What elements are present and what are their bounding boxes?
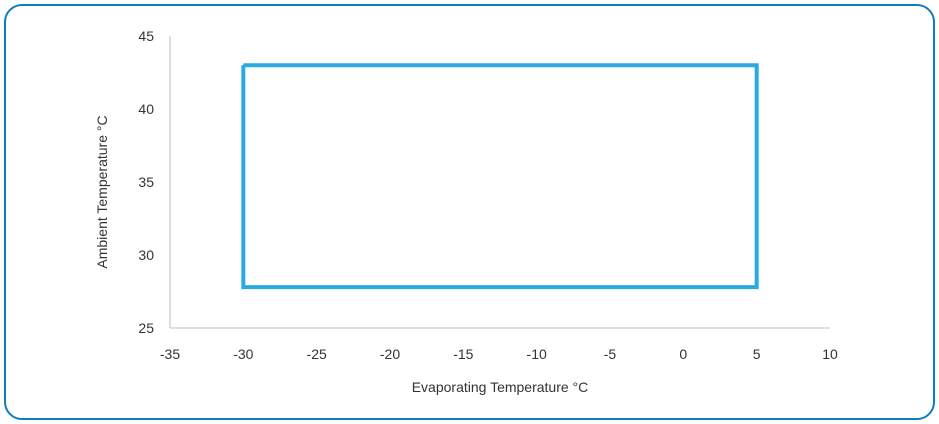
series-group: [241, 63, 759, 290]
x-tick-label: -25: [307, 346, 327, 362]
x-tick-label: 0: [679, 346, 687, 362]
x-axis-title: Evaporating Temperature °C: [412, 379, 589, 395]
chart-frame: [4, 4, 935, 420]
x-tick-label: -15: [453, 346, 473, 362]
y-axis-title: Ambient Temperature °C: [94, 115, 110, 268]
x-tick-label: -10: [527, 346, 547, 362]
x-tick-label: 5: [753, 346, 761, 362]
x-tick-label: -30: [233, 346, 253, 362]
y-tick-label: 40: [138, 101, 154, 117]
envelope-line: [241, 63, 759, 290]
axes: [169, 36, 830, 329]
x-tick-labels: -35 -30 -25 -20 -15 -10 -5 0 5 10: [160, 346, 838, 362]
x-tick-label: -35: [160, 346, 180, 362]
y-tick-label: 30: [138, 247, 154, 263]
x-tick-label: -5: [604, 346, 617, 362]
y-tick-label: 45: [138, 28, 154, 44]
y-tick-label: 25: [138, 320, 154, 336]
y-tick-label: 35: [138, 174, 154, 190]
x-tick-label: 10: [822, 346, 838, 362]
y-tick-labels: 45 40 35 30 25: [138, 28, 154, 336]
x-tick-label: -20: [380, 346, 400, 362]
